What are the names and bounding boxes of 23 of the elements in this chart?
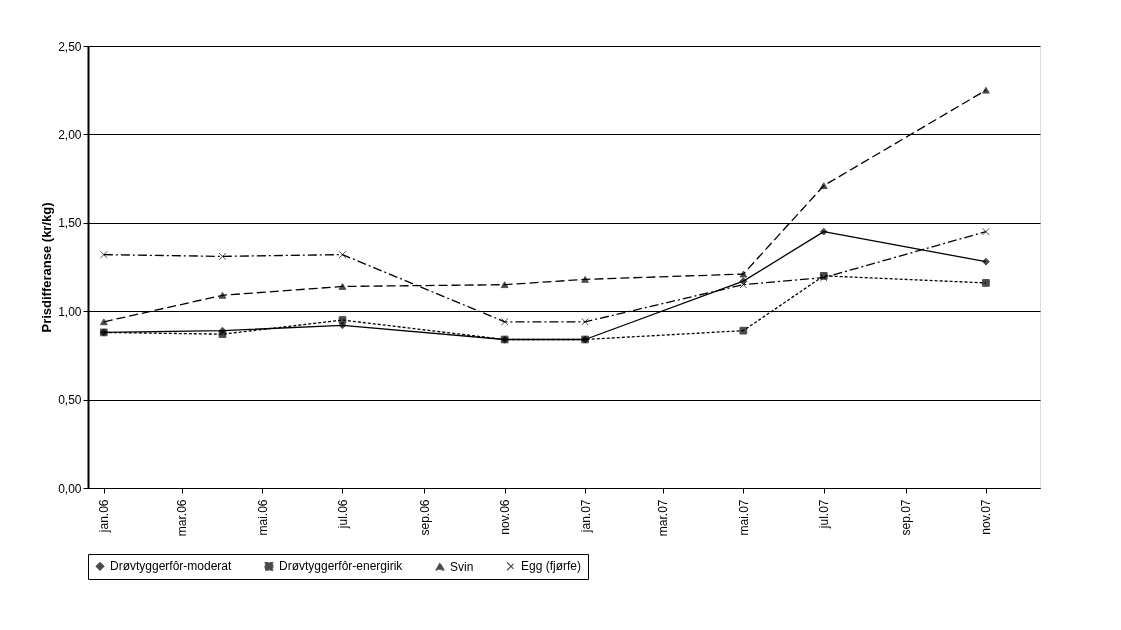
x-tick-label: mai.07 — [736, 499, 751, 536]
legend-label: Svin — [450, 559, 474, 574]
y-tick-label: 0,50 — [58, 393, 82, 408]
y-tick-label: 1,00 — [58, 304, 82, 319]
x-tick-label: jan.07 — [578, 499, 593, 534]
y-tick-label: 2,50 — [58, 39, 82, 54]
legend-label: Drøvtyggerfôr-energirik — [279, 559, 404, 574]
x-tick-label: nov.07 — [979, 499, 994, 535]
x-tick-label: jul.07 — [817, 499, 832, 530]
x-tick-label: mar.06 — [175, 499, 190, 537]
x-tick-label: sep.06 — [417, 499, 432, 536]
x-tick-label: nov.06 — [498, 499, 513, 535]
x-tick-label: jul.06 — [335, 499, 350, 530]
y-axis-title: Prisdifferanse (kr/kg) — [39, 202, 55, 333]
x-tick-label: sep.07 — [899, 499, 914, 536]
x-tick-label: mar.07 — [656, 499, 671, 537]
y-tick-label: 0,00 — [58, 481, 82, 496]
x-tick-label: mai.06 — [255, 499, 270, 536]
legend-label: Drøvtyggerfôr-moderat — [110, 559, 233, 574]
y-tick-label: 2,00 — [58, 127, 82, 142]
x-tick-label: jan.06 — [97, 499, 112, 534]
y-tick-label: 1,50 — [58, 216, 82, 231]
legend-label: Egg (fjørfe) — [521, 559, 582, 574]
